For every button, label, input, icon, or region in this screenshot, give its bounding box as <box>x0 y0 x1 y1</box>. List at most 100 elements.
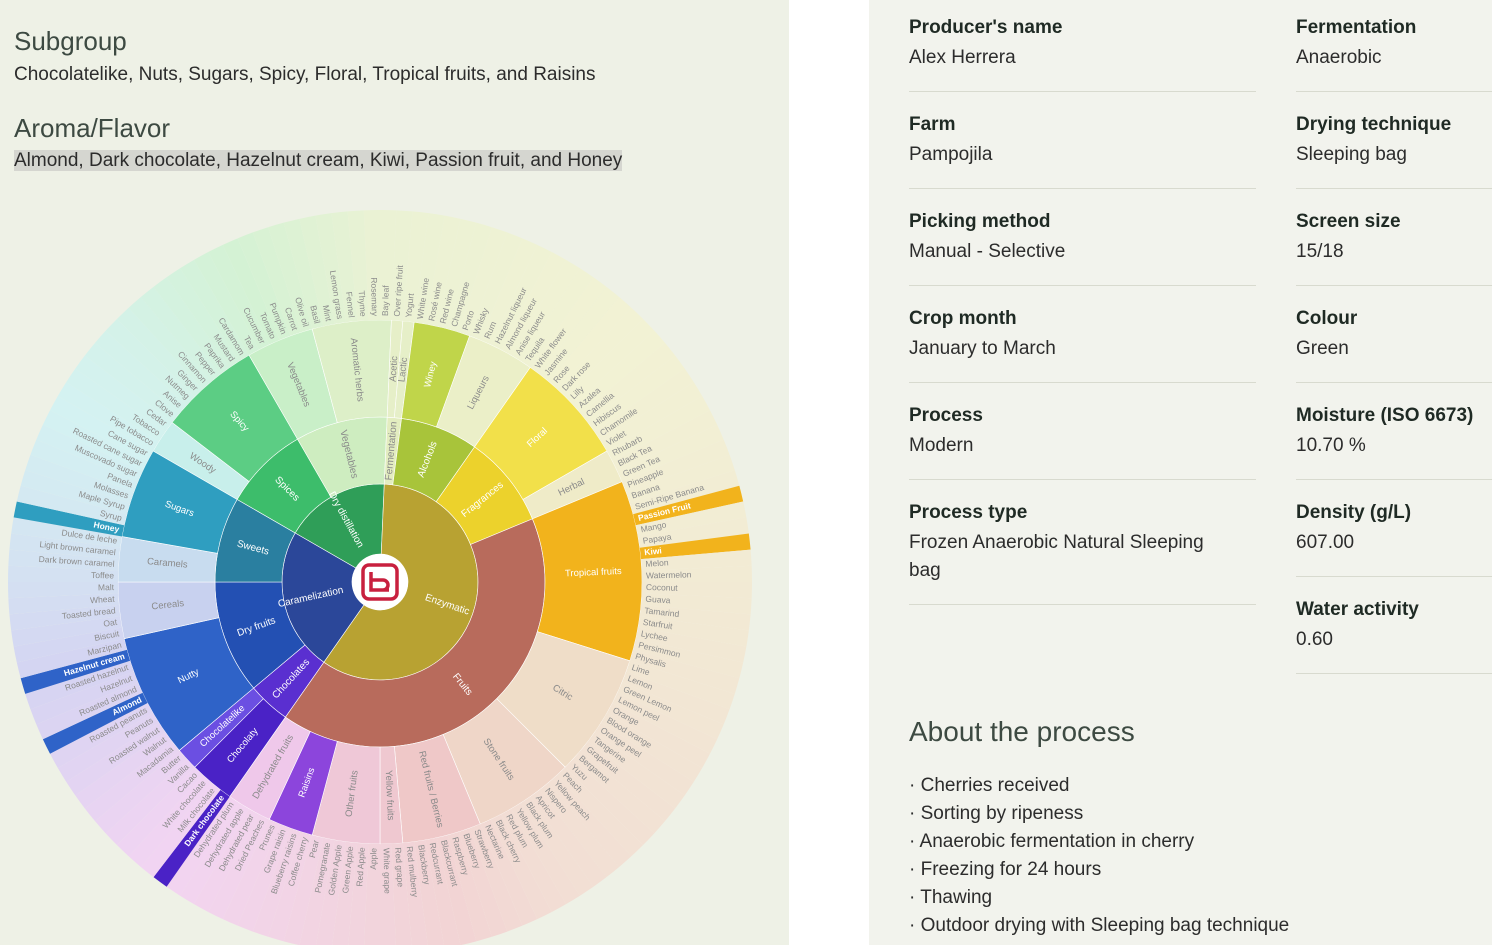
leaf-segment <box>565 318 655 405</box>
leaf-segment <box>641 549 752 571</box>
leaf-segment <box>447 222 492 333</box>
detail-label: Process <box>909 405 983 426</box>
leaf-segment <box>626 454 735 504</box>
leaf-segment <box>30 671 138 725</box>
leaf-segment <box>128 775 212 867</box>
leaf-segment <box>402 841 428 945</box>
leaf-segment <box>331 211 358 323</box>
leaf-segment <box>638 517 749 548</box>
leaf-segment <box>180 259 249 362</box>
detail-value: Manual - Selective <box>909 241 1066 262</box>
process-step: · Sorting by ripeness <box>909 803 1084 824</box>
leaf-segment <box>208 244 270 350</box>
leaf-segment <box>587 732 685 809</box>
flavor-label: Red Apple <box>354 847 367 887</box>
process-step: · Freezing for 24 hours <box>909 859 1102 880</box>
leaf-segment <box>520 268 594 368</box>
segment-label: Acetic <box>388 355 401 382</box>
flavor-label: Malt <box>98 582 115 592</box>
detail-value: Modern <box>909 435 974 456</box>
leaf-segment <box>315 840 346 945</box>
leaf-segment <box>548 775 632 867</box>
leaf-segment <box>36 682 143 740</box>
detail-item: Screen size 15/18 <box>1296 189 1492 286</box>
leaf-segment <box>75 732 173 809</box>
leaf-segment <box>7 582 119 599</box>
leaf-segment <box>8 549 119 571</box>
leaf-segment <box>622 671 730 725</box>
leaf-segment <box>469 232 523 340</box>
leaf-segment <box>57 713 160 782</box>
detail-item: Water activity 0.60 <box>1296 577 1492 674</box>
leaf-segment <box>237 232 291 340</box>
detail-value: Pampojila <box>909 144 993 165</box>
leaf-segment <box>283 218 324 329</box>
flavor-label: Basil <box>308 304 322 324</box>
highlight-band <box>153 789 230 887</box>
flavor-label: Red grape <box>393 847 406 888</box>
segment-label: Tropical fruits <box>565 566 622 579</box>
leaf-segment <box>153 277 230 375</box>
detail-value: 10.70 % <box>1296 435 1366 456</box>
leaf-segment <box>587 355 685 432</box>
leaf-segment <box>268 831 313 942</box>
leaf-segment <box>600 713 703 782</box>
flavor-label: Pear <box>307 839 321 859</box>
leaf-segment <box>7 565 119 582</box>
flavor-label: Tamarind <box>644 605 680 619</box>
details-left: Producer's name Alex Herrera Farm Pampojila… <box>909 0 1256 605</box>
subgroup-text: Chocolatelike, Nuts, Sugars, Spicy, Flor… <box>14 64 596 85</box>
leaf-segment <box>594 368 694 442</box>
process-steps: · Cherries received · Sorting by ripeness… <box>909 772 1289 940</box>
leaf-segment <box>116 767 203 857</box>
leaf-segment <box>9 533 121 560</box>
leaf-segment <box>30 439 138 493</box>
leaf-segment <box>629 470 740 515</box>
highlight-band <box>20 649 131 694</box>
leaf-segment <box>490 814 552 920</box>
flavor-panel: Subgroup Chocolatelike, Nuts, Sugars, Sp… <box>0 0 789 945</box>
leaf-segment <box>13 627 125 663</box>
detail-label: Crop month <box>909 308 1017 329</box>
aroma-text: Almond, Dark chocolate, Hazelnut cream, … <box>14 150 623 171</box>
flavor-label: Rosemary <box>369 277 380 317</box>
detail-item: Crop month January to March <box>909 286 1256 383</box>
flavor-label: Fennel <box>344 291 357 318</box>
leaf-segment <box>36 424 143 482</box>
leaf-segment <box>548 297 632 389</box>
flavor-label: Watermelon <box>646 569 692 580</box>
flavor-label: Toffee <box>91 570 114 581</box>
detail-item: Density (g/L) 607.00 <box>1296 480 1492 577</box>
leaf-segment <box>268 222 313 333</box>
detail-value: January to March <box>909 338 1056 359</box>
flavor-label: Yogurt <box>403 292 416 318</box>
flavor-label: Melon <box>645 557 669 569</box>
subgroup-title: Subgroup <box>14 26 127 56</box>
leaf-segment <box>252 828 302 937</box>
detail-label: Producer's name <box>909 17 1063 38</box>
leaf-segment <box>511 259 580 362</box>
process-step: · Thawing <box>909 887 993 908</box>
logo <box>352 554 408 610</box>
leaf-segment <box>347 210 369 321</box>
detail-value: Green <box>1296 338 1349 359</box>
leaf-segment <box>180 802 249 905</box>
leaf-segment <box>57 382 160 451</box>
leaf-segment <box>557 307 644 397</box>
detail-label: Farm <box>909 114 956 135</box>
leaf-segment <box>530 277 607 375</box>
leaf-segment <box>84 342 180 423</box>
leaf-segment <box>638 616 749 647</box>
flavor-label: Over ripe fruit <box>392 264 405 317</box>
leaf-segment <box>641 582 752 599</box>
leaf-segment <box>208 814 270 920</box>
flavor-label: Wheat <box>90 594 116 606</box>
detail-item: Fermentation Anaerobic <box>1296 0 1492 92</box>
leaf-segment <box>11 616 122 647</box>
leaf-segment <box>629 649 740 694</box>
divider <box>789 0 869 945</box>
leaf-segment <box>606 396 710 462</box>
segment-label: Lactic <box>396 357 410 383</box>
details-panel: Producer's name Alex Herrera Farm Pampojila… <box>869 0 1492 945</box>
